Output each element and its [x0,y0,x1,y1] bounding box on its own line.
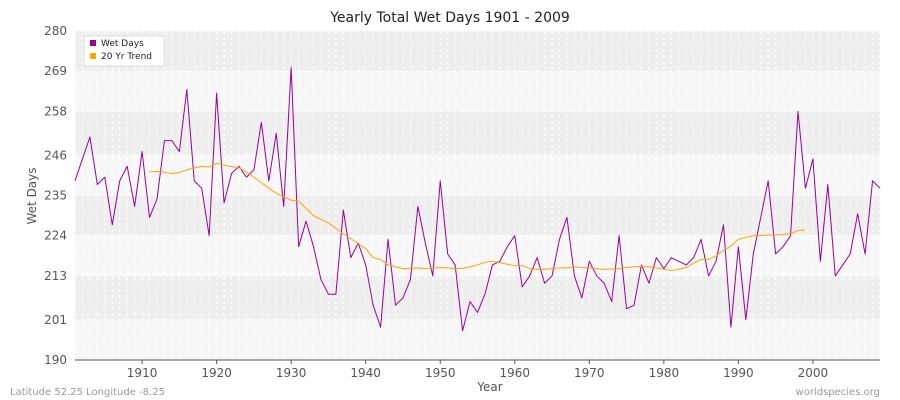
x-tick-label: 1990 [723,366,754,380]
x-tick-label: 1970 [574,366,605,380]
y-tick-label: 269 [44,64,67,78]
x-tick-label: 2000 [798,366,829,380]
y-tick-label: 213 [44,269,67,283]
x-tick-label: 1960 [499,366,530,380]
series-line-wet-days [74,67,881,332]
y-tick-label: 258 [44,104,67,118]
x-tick-label: 1920 [201,366,232,380]
grid-lines [74,30,881,361]
y-axis-label: Wet Days [25,167,39,224]
footer-source: worldspecies.org [796,387,880,398]
x-axis-label: Year [476,380,502,394]
series-line-20yr-trend [149,162,806,271]
legend-swatch-wet-days [90,40,96,46]
series-layer [74,67,881,332]
x-tick-label: 1930 [276,366,307,380]
y-tick-label: 280 [44,24,67,38]
x-tick-label: 1950 [425,366,456,380]
y-tick-label: 246 [44,148,67,162]
y-tick-label: 190 [44,353,67,367]
chart-title: Yearly Total Wet Days 1901 - 2009 [329,10,570,26]
footer-coordinates: Latitude 52.25 Longitude -8.25 [10,387,165,398]
legend-swatch-trend [90,53,96,59]
x-tick-label: 1940 [350,366,381,380]
legend: Wet Days 20 Yr Trend [83,35,165,67]
y-tick-label: 224 [44,229,67,243]
y-tick-label: 201 [44,313,67,327]
x-axis-ticks: 1910 1920 1930 1940 1950 1960 1970 1980 1990 2000 [127,360,828,380]
legend-box [83,35,165,67]
x-tick-label: 1980 [649,366,680,380]
y-axis-ticks: 190 201 213 224 235 246 258 269 280 [44,24,67,367]
legend-label-wet-days: Wet Days [101,39,144,49]
legend-label-trend: 20 Yr Trend [101,52,152,62]
x-tick-label: 1910 [127,366,158,380]
y-tick-label: 235 [44,189,67,203]
